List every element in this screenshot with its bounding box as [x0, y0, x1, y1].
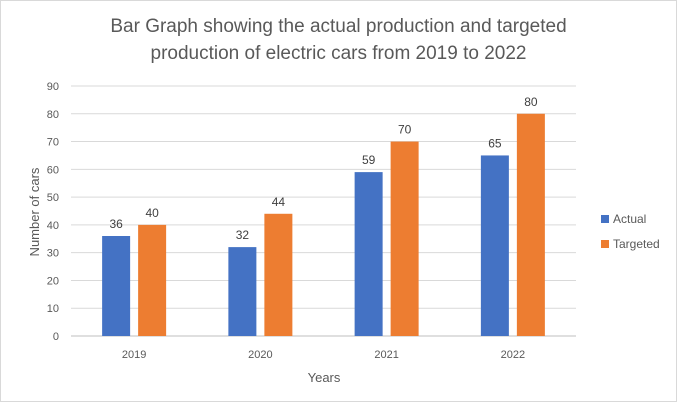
y-tick-label: 40	[47, 220, 59, 232]
chart-title-line-2: production of electric cars from 2019 to…	[150, 43, 527, 64]
data-label-targeted-2022: 80	[524, 95, 538, 109]
x-tick-label: 2021	[374, 349, 398, 361]
legend: Actual Targeted	[601, 212, 660, 251]
y-tick-label: 50	[47, 192, 59, 204]
bar-targeted-2019	[138, 224, 167, 336]
x-axis-title: Years	[308, 370, 341, 385]
y-tick-label: 90	[47, 81, 59, 93]
bar-actual-2021	[354, 172, 383, 336]
data-label-targeted-2019: 40	[145, 206, 159, 220]
bar-actual-2022	[480, 155, 509, 336]
y-axis-title: Number of cars	[27, 167, 42, 256]
data-label-actual-2019: 36	[109, 217, 123, 231]
legend-swatch-targeted	[601, 240, 609, 248]
y-tick-label: 60	[47, 164, 59, 176]
bar-actual-2019	[102, 236, 131, 336]
bar-targeted-2022	[516, 113, 545, 337]
bar-targeted-2021	[390, 141, 419, 336]
x-tick-label: 2020	[248, 349, 272, 361]
chart-title: Bar Graph showing the actual production …	[1, 13, 676, 67]
x-tick-label: 2019	[122, 349, 146, 361]
y-tick-label: 80	[47, 109, 59, 121]
y-tick-label: 30	[47, 248, 59, 260]
y-tick-label: 70	[47, 137, 59, 149]
bar-targeted-2020	[264, 213, 293, 336]
data-label-actual-2021: 59	[362, 153, 376, 167]
legend-label-targeted: Targeted	[613, 237, 660, 251]
y-tick-label: 20	[47, 275, 59, 287]
y-axis-ticks: 0 10 20 30 40 50 60 70 80 90	[47, 81, 59, 343]
data-label-actual-2020: 32	[236, 228, 250, 242]
x-tick-label: 2022	[501, 349, 525, 361]
y-tick-label: 0	[53, 331, 59, 343]
data-label-targeted-2021: 70	[398, 123, 412, 137]
bars	[102, 113, 545, 337]
data-labels: 36 40 32 44 59 70 65 80	[109, 95, 537, 242]
data-label-targeted-2020: 44	[272, 195, 286, 209]
x-axis-ticks: 2019 2020 2021 2022	[122, 349, 525, 361]
data-label-actual-2022: 65	[488, 136, 502, 150]
legend-label-actual: Actual	[613, 212, 646, 226]
chart-title-line-1: Bar Graph showing the actual production …	[110, 16, 567, 37]
y-tick-label: 10	[47, 303, 59, 315]
legend-swatch-actual	[601, 215, 609, 223]
bar-actual-2020	[228, 247, 257, 336]
